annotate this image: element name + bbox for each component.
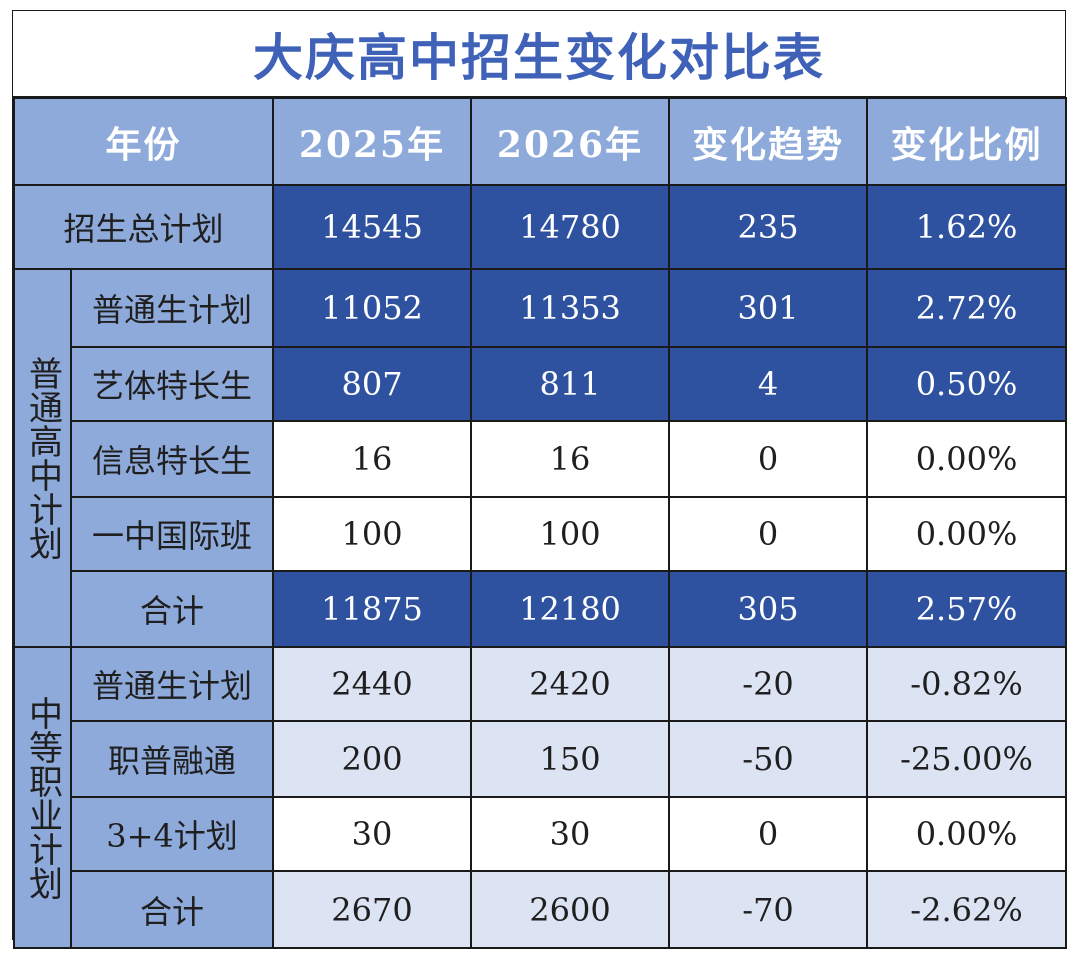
cell-2026: 2600 [470,870,671,949]
row-label: 3+4计划 [69,796,275,872]
table-header-row: 年份 2025年 2026年 变化趋势 变化比例 [12,97,1068,186]
cell-ratio: 0.00% [866,796,1068,872]
row-label: 合计 [69,570,275,648]
table-row: 职普融通 200 150 -50 -25.00% [14,720,1068,798]
cell-change: 301 [668,268,869,348]
cell-change: -70 [668,870,869,949]
cell-change: 0 [668,420,869,498]
cell-ratio: 0.50% [866,346,1068,422]
cell-ratio: -0.82% [866,646,1068,722]
table-row: 中等职业计划 普通生计划 2440 2420 -20 -0.82% [13,646,1068,949]
cell-change: -20 [668,646,869,722]
cell-2025: 200 [272,720,473,798]
row-label: 合计 [69,870,275,949]
row-label: 信息特长生 [69,420,275,498]
row-label: 一中国际班 [69,496,275,572]
cell-2025: 807 [272,346,473,422]
enrollment-comparison-table: 年份 2025年 2026年 变化趋势 变化比例 招生总计划 14545 147… [12,97,1068,949]
cell-2026: 811 [470,346,671,422]
group-label-general-high-school: 普通高中计划 [13,268,72,648]
cell-change: 0 [668,796,869,872]
table-row: 一中国际班 100 100 0 0.00% [14,496,1068,572]
document-frame: 大庆高中招生变化对比表 年份 2025年 2026年 变化趋势 变化比例 招生总… [12,10,1068,949]
table-row: 信息特长生 16 16 0 0.00% [14,420,1068,498]
cell-change: 305 [668,570,869,648]
row-label: 艺体特长生 [69,346,275,422]
cell-ratio: 1.62% [866,184,1068,270]
row-label: 职普融通 [69,720,275,798]
total-plan-row: 招生总计划 14545 14780 235 1.62% [12,184,1068,270]
cell-ratio: 0.00% [866,496,1068,572]
header-2025: 2025年 [272,97,473,186]
cell-change: 0 [668,496,869,572]
cell-2025: 14545 [272,184,473,270]
cell-ratio: -2.62% [866,870,1068,949]
cell-2026: 16 [470,420,671,498]
row-label: 普通生计划 [69,646,275,722]
cell-2025: 11875 [272,570,473,648]
header-change: 变化趋势 [668,97,869,186]
cell-2026: 11353 [470,268,671,348]
table-row: 艺体特长生 807 811 4 0.50% [14,346,1068,422]
row-label: 普通生计划 [69,268,275,348]
header-year: 年份 [12,97,275,186]
cell-2026: 12180 [470,570,671,648]
header-ratio: 变化比例 [866,97,1068,186]
cell-2025: 2670 [272,870,473,949]
group-label-vocational: 中等职业计划 [13,646,72,949]
table-row: 合计 2670 2600 -70 -2.62% [14,870,1068,949]
cell-2025: 30 [272,796,473,872]
cell-2026: 30 [470,796,671,872]
cell-2025: 100 [272,496,473,572]
page-title: 大庆高中招生变化对比表 [13,11,1065,97]
cell-2025: 11052 [272,268,473,348]
cell-change: 4 [668,346,869,422]
cell-2026: 2420 [470,646,671,722]
cell-change: -50 [668,720,869,798]
cell-change: 235 [668,184,869,270]
cell-2025: 16 [272,420,473,498]
header-2026: 2026年 [470,97,671,186]
cell-2026: 100 [470,496,671,572]
table-row: 合计 11875 12180 305 2.57% [14,570,1068,648]
table-row: 普通高中计划 普通生计划 11052 11353 301 2.72% [13,268,1068,648]
row-label: 招生总计划 [12,184,275,270]
cell-2026: 14780 [470,184,671,270]
cell-2026: 150 [470,720,671,798]
table-row: 3+4计划 30 30 0 0.00% [14,796,1068,872]
cell-ratio: 2.57% [866,570,1068,648]
cell-ratio: 2.72% [866,268,1068,348]
cell-2025: 2440 [272,646,473,722]
cell-ratio: 0.00% [866,420,1068,498]
cell-ratio: -25.00% [866,720,1068,798]
